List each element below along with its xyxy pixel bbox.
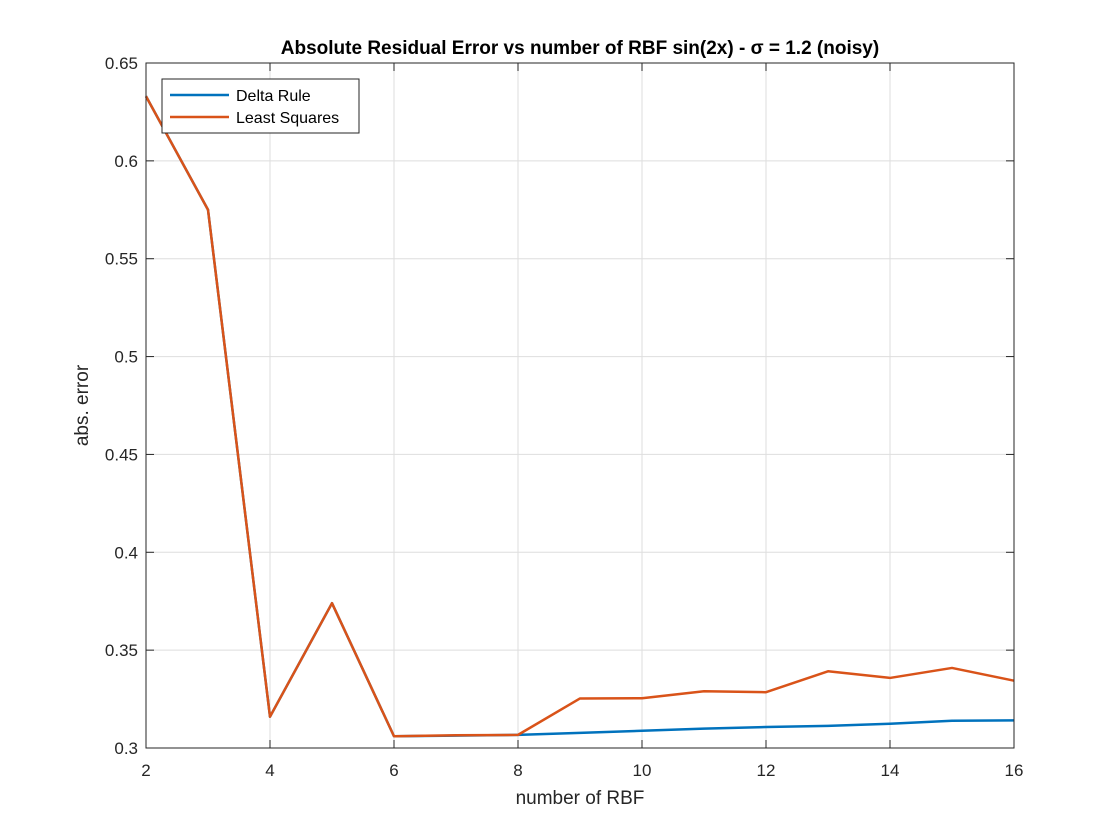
legend-label: Least Squares — [236, 110, 339, 127]
y-tick-label: 0.5 — [114, 348, 138, 367]
y-tick-label: 0.65 — [105, 54, 138, 73]
x-tick-label: 8 — [513, 761, 522, 780]
chart-title: Absolute Residual Error vs number of RBF… — [281, 38, 879, 59]
x-tick-label: 6 — [389, 761, 398, 780]
legend-label: Delta Rule — [236, 88, 311, 105]
plot-area — [146, 63, 1014, 748]
x-tick-label: 2 — [141, 761, 150, 780]
y-tick-label: 0.45 — [105, 445, 138, 464]
x-tick-label: 10 — [633, 761, 652, 780]
y-axis-label: abs. error — [72, 364, 93, 446]
y-tick-label: 0.6 — [114, 152, 138, 171]
data-series — [144, 95, 1015, 738]
series-line-1 — [144, 95, 1015, 738]
y-tick-label: 0.3 — [114, 739, 138, 758]
y-tick-label: 0.35 — [105, 641, 138, 660]
axis-ticks: 2 4 6 8 10 12 14 16 0.3 0.35 0.4 0.45 0.5 0.55 0.6 0.65 — [105, 54, 1024, 780]
x-tick-label: 12 — [757, 761, 776, 780]
y-tick-label: 0.55 — [105, 250, 138, 269]
grid-lines — [146, 63, 1014, 748]
x-tick-label: 4 — [265, 761, 274, 780]
x-axis-label: number of RBF — [516, 788, 645, 809]
axes-box — [145, 62, 1015, 749]
legend: Delta Rule Least Squares — [161, 78, 360, 134]
legend-box — [161, 78, 360, 134]
x-tick-label: 14 — [881, 761, 900, 780]
y-tick-label: 0.4 — [114, 543, 138, 562]
x-tick-label: 16 — [1005, 761, 1024, 780]
